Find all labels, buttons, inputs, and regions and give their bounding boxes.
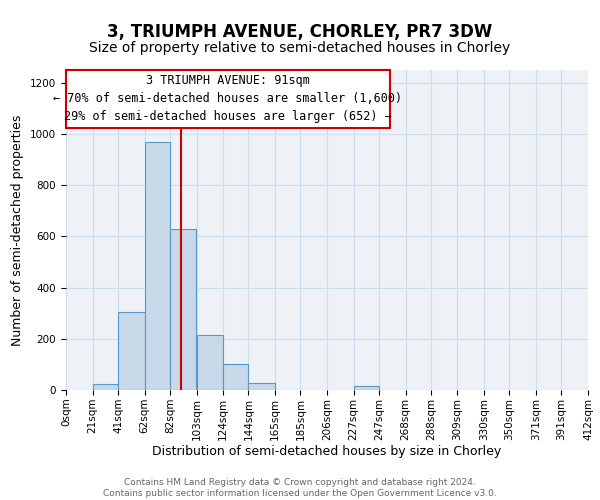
Bar bbox=[92, 384, 118, 390]
Text: 3, TRIUMPH AVENUE, CHORLEY, PR7 3DW: 3, TRIUMPH AVENUE, CHORLEY, PR7 3DW bbox=[107, 22, 493, 40]
Text: 3 TRIUMPH AVENUE: 91sqm
← 70% of semi-detached houses are smaller (1,600)
29% of: 3 TRIUMPH AVENUE: 91sqm ← 70% of semi-de… bbox=[53, 74, 403, 124]
Bar bbox=[118, 312, 145, 390]
Bar bbox=[353, 386, 379, 390]
Text: Contains HM Land Registry data © Crown copyright and database right 2024.
Contai: Contains HM Land Registry data © Crown c… bbox=[103, 478, 497, 498]
Bar bbox=[170, 228, 196, 390]
Y-axis label: Number of semi-detached properties: Number of semi-detached properties bbox=[11, 114, 25, 346]
Bar bbox=[197, 335, 223, 390]
Bar bbox=[248, 383, 275, 390]
FancyBboxPatch shape bbox=[66, 70, 389, 128]
X-axis label: Distribution of semi-detached houses by size in Chorley: Distribution of semi-detached houses by … bbox=[152, 446, 502, 458]
Bar bbox=[145, 142, 170, 390]
Bar bbox=[223, 364, 248, 390]
Text: Size of property relative to semi-detached houses in Chorley: Size of property relative to semi-detach… bbox=[89, 41, 511, 55]
